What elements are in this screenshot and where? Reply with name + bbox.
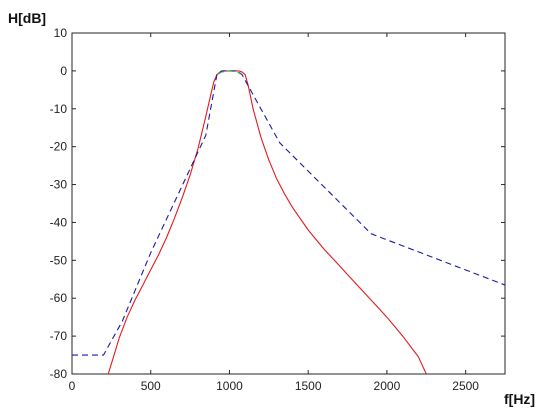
x-tick-label: 2000 [374, 379, 401, 393]
x-tick-label: 500 [141, 379, 161, 393]
x-tick-label: 0 [69, 379, 76, 393]
y-tick-label: -50 [50, 253, 68, 267]
y-tick-label: -30 [50, 178, 68, 192]
x-tick-label: 1500 [295, 379, 322, 393]
x-tick-label: 1000 [216, 379, 243, 393]
x-tick-label: 2500 [452, 379, 479, 393]
series-green-dashed-line [218, 70, 241, 75]
series-blue-dashed-line [72, 70, 505, 356]
y-tick-label: -60 [50, 291, 68, 305]
y-tick-label: -20 [50, 140, 68, 154]
x-axis-label: f[Hz] [504, 391, 535, 407]
plot-frame [71, 32, 506, 375]
y-axis-label: H[dB] [8, 10, 46, 26]
y-tick-label: 0 [60, 64, 67, 78]
plot-area: 0 500 1000 1500 2000 2500 10 0 -10 -20 -30 -40 -50 -6… [50, 26, 506, 393]
y-tick-label: -80 [50, 367, 68, 381]
y-tick-label: -40 [50, 215, 68, 229]
y-tick-label: -70 [50, 329, 68, 343]
y-tick-label: 10 [54, 26, 68, 40]
y-tick-label: -10 [50, 102, 68, 116]
